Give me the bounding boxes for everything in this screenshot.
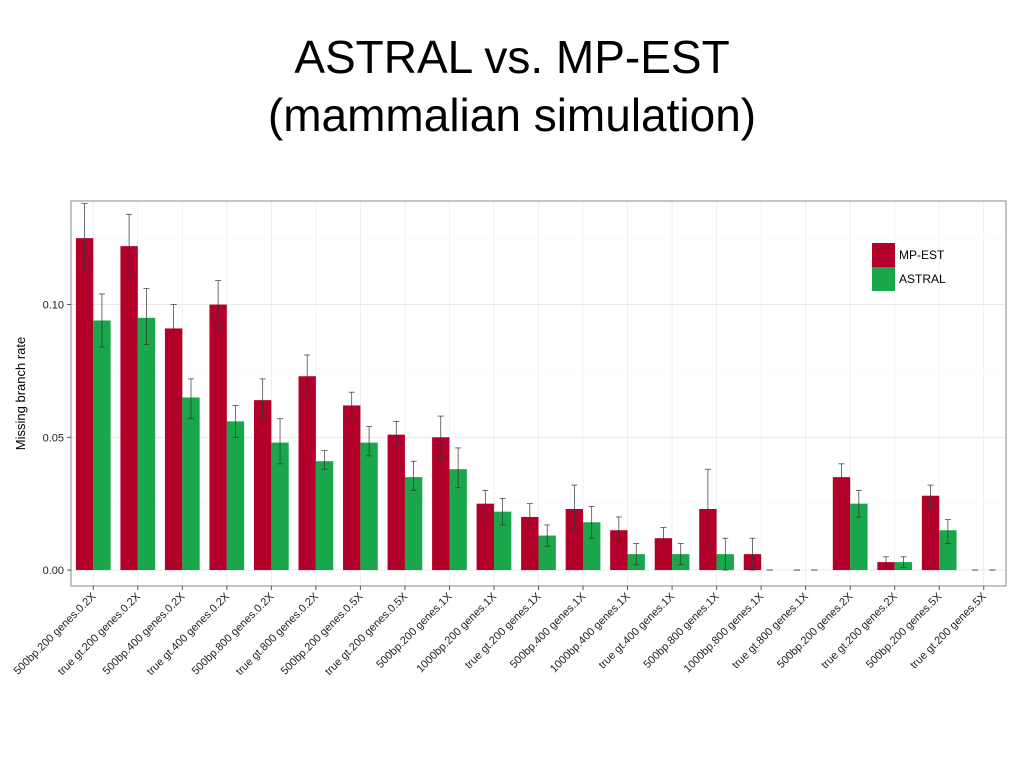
x-tick-label: true gt.200 genes.1X <box>463 590 544 671</box>
bar-mp-est <box>565 509 584 571</box>
y-tick-label: 0.00 <box>43 565 64 577</box>
y-tick-label: 0.05 <box>43 432 64 444</box>
bar-mp-est <box>75 238 94 571</box>
legend-swatch <box>872 267 895 291</box>
legend-label: MP-EST <box>899 248 945 262</box>
bar-mp-est <box>298 376 316 571</box>
bar-astral <box>137 317 156 571</box>
slide-title-line1: ASTRAL vs. MP-EST <box>294 31 730 83</box>
x-tick-label: 500bp.400 genes.0.2X <box>101 590 188 677</box>
bar-astral <box>850 503 868 571</box>
x-tick-label: 500bp.200 genes.5X <box>864 590 945 671</box>
bar-astral <box>583 522 601 571</box>
bar-mp-est <box>343 405 361 571</box>
y-tick-label: 0.10 <box>43 300 64 312</box>
bar-astral <box>360 442 378 571</box>
bar-astral <box>538 535 556 571</box>
bar-astral <box>404 477 423 571</box>
x-tick-label: true gt.400 genes.1X <box>596 590 677 671</box>
bar-mp-est <box>432 437 450 571</box>
y-axis-label: Missing branch rate <box>13 337 28 450</box>
bar-astral <box>315 461 334 571</box>
bar-mp-est <box>253 400 272 571</box>
x-tick-label: 500bp.200 genes.1X <box>374 590 455 671</box>
bar-mp-est <box>610 530 628 571</box>
bar-mp-est <box>164 328 183 571</box>
slide-title: ASTRAL vs. MP-EST (mammalian simulation) <box>0 28 1024 144</box>
bar-astral <box>939 530 957 571</box>
x-tick-label: 1000bp.200 genes.1X <box>414 590 499 675</box>
bar-astral <box>93 320 111 571</box>
x-tick-label: 1000bp.400 genes.1X <box>548 590 633 675</box>
bar-astral <box>449 469 467 571</box>
legend-swatch <box>872 243 895 267</box>
x-tick-label: 500bp.800 genes.1X <box>641 590 722 671</box>
x-tick-label: 500bp.200 genes.0.5X <box>279 590 366 677</box>
x-tick-label: true gt.200 genes.5X <box>908 590 989 671</box>
x-tick-label: 500bp.200 genes.2X <box>775 590 856 671</box>
legend-label: ASTRAL <box>899 272 946 286</box>
x-tick-label: true gt.800 genes.0.2X <box>234 590 322 678</box>
bar-mp-est <box>387 434 405 571</box>
bar-astral <box>226 421 245 571</box>
x-tick-label: true gt.400 genes.0.2X <box>145 590 233 678</box>
bar-mp-est <box>521 516 539 571</box>
x-tick-label: true gt.200 genes.0.5X <box>323 590 411 678</box>
x-tick-label: 500bp.800 genes.0.2X <box>190 590 277 677</box>
bar-mp-est <box>654 538 673 571</box>
bar-astral <box>182 397 200 571</box>
x-tick-label: true gt.200 genes.2X <box>819 590 900 671</box>
x-tick-label: 1000bp.800 genes.1X <box>682 590 767 675</box>
x-tick-label: 500bp.200 genes.0.2X <box>12 590 99 677</box>
bar-mp-est <box>476 503 494 571</box>
bar-astral <box>271 442 289 571</box>
bar-mp-est <box>209 304 227 571</box>
bar-mp-est <box>921 495 940 571</box>
bar-mp-est <box>120 246 138 571</box>
x-tick-label: true gt.200 genes.0.2X <box>56 590 144 678</box>
bar-astral <box>493 511 512 571</box>
bar-mp-est <box>832 477 851 571</box>
x-tick-label: true gt.800 genes.1X <box>730 590 811 671</box>
x-tick-label: 500bp.400 genes.1X <box>508 590 589 671</box>
slide-title-line2: (mammalian simulation) <box>267 89 757 141</box>
